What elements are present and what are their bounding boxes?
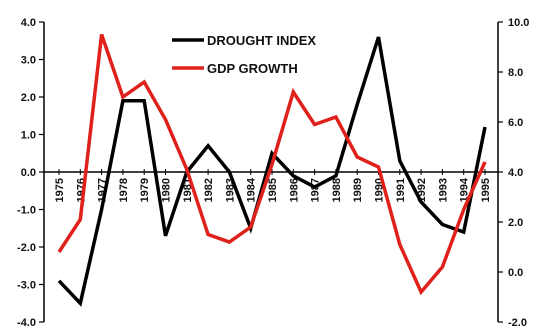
right-tick-label: -2.0 [508,317,527,329]
x-tick-label: 1978 [118,178,130,202]
x-tick-label: 1987 [310,178,322,202]
left-tick-label: -1.0 [17,205,36,217]
left-tick-label: 4.0 [21,17,36,29]
x-tick-label: 1988 [331,178,343,202]
x-tick-label: 1991 [395,178,407,202]
x-tick-label: 1993 [437,178,449,202]
left-tick-label: 3.0 [21,55,36,67]
left-tick-label: -3.0 [17,280,36,292]
left-tick-label: 0.0 [21,167,36,179]
x-tick-label: 1985 [267,178,279,202]
x-tick-label: 1995 [480,178,492,202]
x-tick-label: 1984 [246,177,258,202]
left-tick-label: 2.0 [21,92,36,104]
x-tick-label: 1989 [352,178,364,202]
left-tick-label: -4.0 [17,317,36,329]
series-layer [57,33,487,307]
left-tick-label: -2.0 [17,242,36,254]
right-tick-label: 2.0 [508,217,523,229]
right-tick-label: 4.0 [508,167,523,179]
left-tick-label: 1.0 [21,130,36,142]
x-tick-label: 1994 [459,177,471,202]
legend: DROUGHT INDEX GDP GROWTH [172,33,316,76]
right-tick-label: 0.0 [508,267,523,279]
x-tick-label: 1979 [139,178,151,202]
axes: 4.0 3.0 2.0 1.0 0.0 -1.0 -2.0 -3.0 -4.0 10.0 8.0 6.… [17,17,529,329]
right-tick-label: 6.0 [508,117,523,129]
legend-label-0: DROUGHT INDEX [207,33,316,48]
x-tick-label: 1980 [161,178,173,202]
x-tick-label: 1975 [54,178,66,202]
legend-label-1: GDP GROWTH [207,61,298,76]
right-tick-label: 10.0 [508,17,529,29]
x-tick-label: 1986 [288,178,300,202]
x-tick-label: 1982 [203,178,215,202]
right-tick-label: 8.0 [508,67,523,79]
